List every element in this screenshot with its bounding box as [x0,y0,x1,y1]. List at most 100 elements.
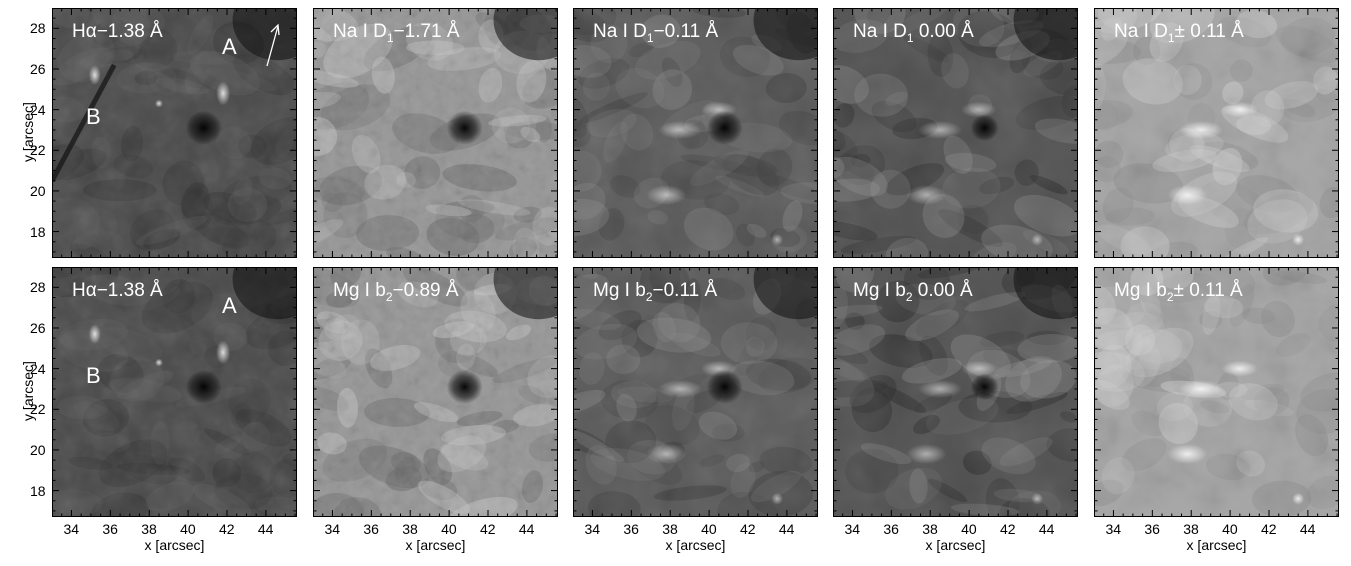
bright-fibril [917,120,962,139]
y-axis-title: y [arcsec] [20,102,36,162]
sunspot [185,369,222,405]
x-axis-title: x [arcsec] [144,537,205,553]
direction-arrow [266,25,279,67]
panel-frame [313,267,558,517]
bright-fibril [1031,233,1044,246]
x-tick-label: 36 [1144,521,1160,537]
dark-streak [52,63,117,182]
x-tick-label: 44 [518,521,535,537]
panel-label-offset: −1.71 Å [393,21,460,42]
panel-label: Hα−1.38 Å [72,280,163,302]
dark-region [493,8,558,61]
panel-label-main: Mg I b [593,280,646,301]
dark-region [753,267,818,320]
x-tick-label: 42 [480,521,496,537]
y-tick-label: 20 [30,441,46,458]
dark-region [232,8,297,61]
panel-label-offset: −0.11 Å [653,21,719,42]
panel-label-offset: 0.00 Å [912,280,973,301]
panel-frame [833,267,1078,517]
panel-label: Mg I b2± 0.11 Å [1114,280,1243,304]
x-tick-label: 34 [324,521,341,537]
panel-label: Na I D1± 0.11 Å [1114,21,1244,45]
panel-label-subscript: 2 [1166,290,1174,304]
dark-region [493,267,558,320]
x-tick-label: 34 [584,521,601,537]
y-tick-label: 24 [30,101,46,118]
x-axis-title: x [arcsec] [405,537,466,553]
x-tick-label: 40 [701,521,717,537]
x-tick-label: 44 [1038,521,1055,537]
panel-label: Na I D1−0.11 Å [593,21,719,45]
bright-fibril [1292,492,1305,505]
panel-frame [313,8,558,258]
bright-fibril [960,360,997,377]
bright-fibril [657,120,702,139]
bright-point [216,81,231,106]
x-tick-label: 34 [1105,521,1122,537]
bright-fibril [1178,120,1223,139]
x-tick-label: 38 [662,521,678,537]
panel-label-subscript: 2 [645,290,653,304]
x-axis-title: x [arcsec] [1186,537,1247,553]
panel-label-main: Hα−1.38 Å [72,280,163,301]
bright-fibril [960,101,997,118]
panel-label-main: Mg I b [333,280,386,301]
panel-frame [52,8,297,258]
sunspot [706,110,743,146]
bright-point [88,324,101,345]
x-tick-label: 40 [1222,521,1238,537]
panel-label-subscript: 1 [646,31,654,45]
image-panel-ha [52,267,297,517]
y-tick-label: 22 [30,401,46,418]
dark-region [232,267,297,320]
bright-fibril [771,492,784,505]
x-tick-label: 38 [1183,521,1199,537]
panel-label-main: Na I D [333,21,387,42]
bright-fibril [657,379,702,398]
bright-point [154,99,163,108]
x-tick-label: 44 [257,521,274,537]
x-tick-label: 36 [883,521,899,537]
sunspot [446,110,483,146]
dark-region [1013,8,1078,61]
panel-label-offset: ± 0.11 Å [1173,280,1243,301]
x-tick-label: 44 [1299,521,1316,537]
panel-frame [573,267,818,517]
panel-frame [1094,8,1339,258]
panel-label-subscript: 1 [386,31,394,45]
panel-label-main: Na I D [1114,21,1168,42]
panel-label-main: Na I D [853,21,907,42]
x-tick-label: 42 [740,521,756,537]
x-tick-label: 36 [363,521,379,537]
image-panel-core [833,8,1078,258]
panel-label-main: Mg I b [1114,280,1167,301]
bright-fibril [1031,492,1044,505]
y-tick-label: 26 [30,319,46,336]
feature-label: A [222,293,237,318]
x-tick-label: 34 [844,521,861,537]
panel-frame [573,8,818,258]
bright-fibril [1221,101,1258,118]
bright-fibril [646,443,687,464]
bright-fibril [1292,233,1305,246]
image-panel-photo [313,8,558,258]
image-panel-photo [313,267,558,517]
image-panel-diff [1094,8,1339,258]
image-panel-ha [52,8,297,258]
image-panel-chromo [573,267,818,517]
panel-label-main: Hα−1.38 Å [72,21,163,42]
panel-label: Mg I b2−0.89 Å [333,280,459,304]
image-panel-diff [1094,267,1339,517]
bright-fibril [646,184,687,205]
panel-frame [52,267,297,517]
y-tick-label: 28 [30,279,46,296]
x-tick-label: 42 [1261,521,1277,537]
panel-label: Na I D1 0.00 Å [853,21,974,45]
image-panel-chromo [573,8,818,258]
y-tick-label: 20 [30,182,46,199]
x-tick-label: 40 [180,521,196,537]
image-panel-core [833,267,1078,517]
feature-label: B [86,363,101,388]
x-tick-label: 38 [922,521,938,537]
